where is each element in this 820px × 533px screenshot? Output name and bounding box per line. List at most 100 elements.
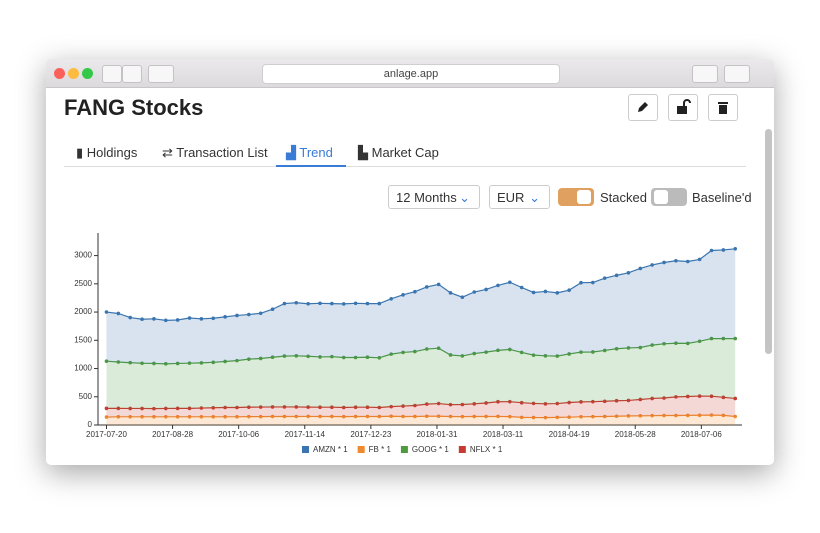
point [472,414,477,419]
edit-button[interactable] [628,94,658,121]
point [247,357,251,361]
period-select[interactable]: 12 Months ⌄ [388,185,480,209]
point [211,360,216,365]
area-fill [106,338,736,409]
baseline-toggle[interactable] [651,188,687,206]
point [247,312,251,317]
point [567,400,571,405]
point [318,355,322,359]
point [721,413,726,418]
address-bar[interactable]: anlage.app [262,64,560,84]
point [733,414,738,419]
forward[interactable] [122,65,142,83]
point [104,415,109,419]
tab-label: Trend [299,145,333,160]
select-value: EUR [497,190,525,205]
point [436,346,441,351]
point [282,414,287,419]
point [175,406,180,411]
point [282,405,287,409]
point [365,405,370,410]
point [128,415,132,419]
x-tick-label: 2018-03-11 [483,430,524,439]
point [519,415,524,420]
point [270,405,275,409]
active-tab-underline [276,165,346,167]
point [413,414,417,419]
scrollbar[interactable] [765,129,772,354]
delete-button[interactable] [708,94,738,121]
currency-select[interactable]: EUR ⌄ [489,185,550,209]
point [472,351,477,356]
tab[interactable]: ▙ Market Cap [358,145,439,160]
point [531,353,536,357]
point [152,361,156,366]
point [377,356,382,360]
point [128,406,132,411]
legend-swatch [458,446,466,453]
point [602,348,607,353]
point [413,289,417,294]
point [401,293,405,297]
share[interactable] [692,65,718,83]
point [247,405,251,409]
point [638,397,643,402]
tabs[interactable] [724,65,750,83]
point [626,271,631,275]
point [330,301,334,306]
x-tick-label: 2018-05-28 [615,430,656,439]
point [602,414,607,419]
point [282,354,287,358]
point [187,415,192,419]
point [543,354,548,358]
point [199,361,204,365]
tab[interactable]: ⇄ Transaction List [162,145,268,160]
series-line [106,338,736,365]
tab-rule [64,166,746,167]
point [187,406,192,411]
y-tick-label: 500 [79,392,93,401]
stacked-toggle[interactable] [558,188,594,206]
point [460,295,465,300]
point [235,358,239,363]
point [531,290,536,295]
point [258,356,263,361]
lock-button[interactable] [668,94,698,121]
point [591,280,595,285]
close[interactable] [54,68,65,79]
point [318,414,322,419]
point [389,414,393,419]
point [496,414,500,419]
point [555,354,560,358]
point [674,413,678,418]
point [472,290,477,294]
sidebar[interactable] [148,65,174,83]
y-tick-label: 0 [88,420,93,429]
point [152,317,156,321]
point [638,266,643,271]
point [116,406,121,411]
zoom[interactable] [82,68,93,79]
point [140,415,144,419]
point [270,414,275,419]
point [199,317,204,321]
back[interactable] [102,65,122,83]
point [662,396,666,400]
series-line [106,395,736,410]
point [555,415,560,420]
point [697,339,702,344]
point [496,399,500,404]
point [187,316,192,320]
minimize[interactable] [68,68,79,79]
toggle-label: Baseline'd [692,190,752,205]
point [579,280,583,285]
tab[interactable]: ▮ Holdings [76,145,138,160]
point [614,414,619,419]
point [697,257,702,262]
point [211,316,216,321]
point [247,414,251,419]
tab[interactable]: ▟ Trend [286,145,333,160]
point [602,276,607,280]
point [294,414,299,419]
point [721,248,726,252]
